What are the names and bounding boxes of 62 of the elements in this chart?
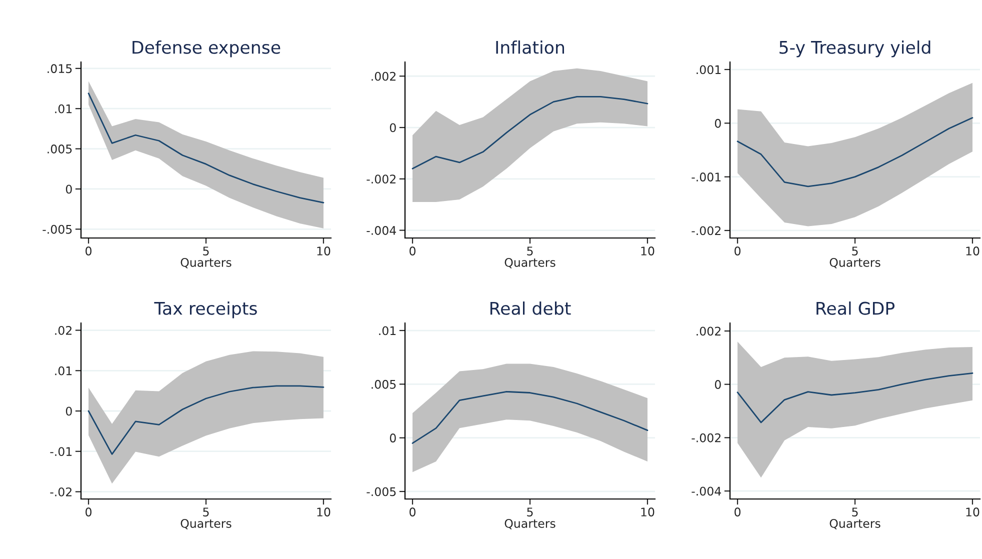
y-tick-label: .005 xyxy=(372,380,396,389)
x-tick-label: 0 xyxy=(86,246,92,256)
y-tick-label: -.01 xyxy=(50,447,72,456)
y-tick-label: .001 xyxy=(696,65,721,74)
x-tick-label: 5 xyxy=(203,508,209,516)
y-tick-label: -.002 xyxy=(692,433,720,442)
y-tick-label: .01 xyxy=(55,366,72,376)
line-series xyxy=(88,92,324,204)
x-tick-label: 10 xyxy=(317,246,330,256)
x-axis-title: Quarters xyxy=(180,518,232,530)
x-tick-label: 0 xyxy=(734,508,740,516)
y-tick-label: -.004 xyxy=(366,226,396,235)
x-tick-label: 5 xyxy=(527,246,533,256)
y-tick-label: -.002 xyxy=(366,174,396,184)
line-series xyxy=(412,96,648,170)
line-series xyxy=(412,390,648,444)
y-tick-label: .005 xyxy=(48,144,72,154)
x-axis-title: Quarters xyxy=(504,258,556,268)
y-tick-label: 0 xyxy=(66,184,72,194)
x-tick-label: 0 xyxy=(734,246,740,256)
line-series xyxy=(88,385,324,455)
chart-title: 5-y Treasury yield xyxy=(780,40,930,58)
x-axis-title: Quarters xyxy=(830,518,880,530)
y-tick-label: 0 xyxy=(390,123,396,132)
x-axis-title: Quarters xyxy=(830,258,880,268)
x-tick-label: 0 xyxy=(410,508,416,516)
x-tick-label: 0 xyxy=(86,508,92,516)
x-tick-label: 0 xyxy=(410,246,416,256)
y-tick-label: .02 xyxy=(55,326,72,335)
y-tick-label: 0 xyxy=(714,118,721,128)
x-tick-label: 10 xyxy=(966,508,980,516)
y-tick-label: -.005 xyxy=(366,487,396,496)
x-tick-label: 10 xyxy=(641,246,654,256)
y-tick-label: .01 xyxy=(379,326,396,336)
y-tick-label: -.002 xyxy=(692,226,720,236)
x-tick-label: 10 xyxy=(641,508,654,516)
line-series xyxy=(736,372,974,424)
chart-title: Defense expense xyxy=(132,40,280,58)
chart-title: Tax receipts xyxy=(154,301,257,318)
y-tick-label: .015 xyxy=(48,64,72,74)
x-tick-label: 5 xyxy=(852,246,858,256)
line-series xyxy=(736,117,974,188)
y-tick-label: 0 xyxy=(714,380,721,389)
y-tick-label: .002 xyxy=(372,72,396,81)
y-tick-label: -.001 xyxy=(692,172,721,182)
y-tick-label: .002 xyxy=(696,326,720,336)
x-tick-label: 10 xyxy=(966,246,980,256)
x-tick-label: 5 xyxy=(203,246,209,256)
chart-title: Inflation xyxy=(496,40,564,54)
x-tick-label: 10 xyxy=(317,508,330,516)
x-axis-title: Quarters xyxy=(180,258,232,268)
chart-title: Real GDP xyxy=(816,301,895,315)
y-tick-label: -.02 xyxy=(50,487,72,496)
chart-title: Real debt xyxy=(490,301,571,315)
y-tick-label: 0 xyxy=(66,406,72,416)
x-tick-label: 5 xyxy=(527,508,533,516)
x-tick-label: 5 xyxy=(852,508,858,516)
y-tick-label: .01 xyxy=(55,104,72,114)
y-tick-label: -.005 xyxy=(42,224,72,234)
y-tick-label: -.004 xyxy=(692,486,722,496)
y-tick-label: 0 xyxy=(390,434,396,442)
x-axis-title: Quarters xyxy=(504,518,556,530)
